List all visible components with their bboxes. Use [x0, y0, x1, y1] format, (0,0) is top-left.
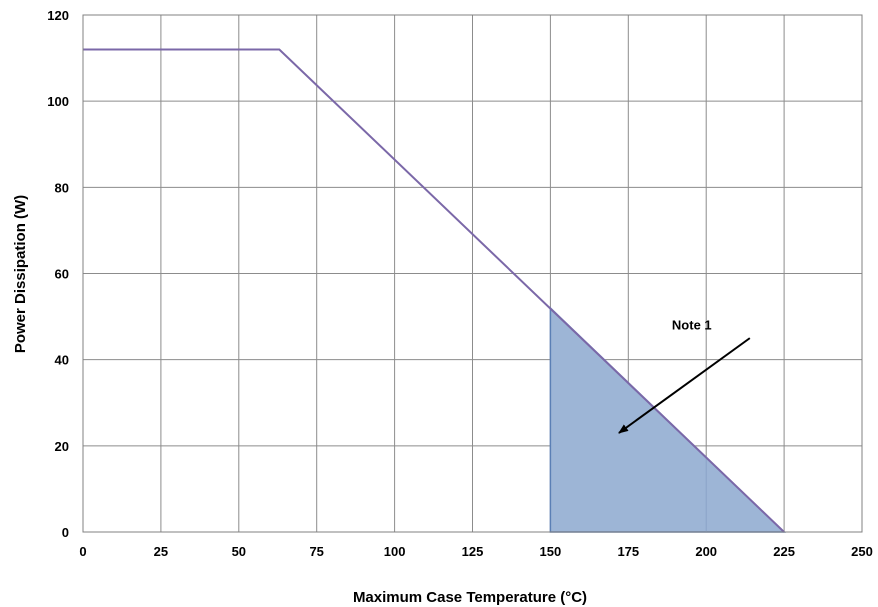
- x-tick-label: 200: [695, 544, 717, 559]
- x-tick-label: 175: [617, 544, 639, 559]
- y-tick-label: 20: [55, 439, 69, 454]
- x-tick-label: 150: [540, 544, 562, 559]
- note-arrow: [618, 337, 751, 434]
- x-tick-labels: 0 25 50 75 100 125 150 175 200 225 250: [79, 544, 872, 559]
- x-tick-label: 225: [773, 544, 795, 559]
- note-label: Note 1: [672, 318, 712, 333]
- x-tick-label: 50: [232, 544, 246, 559]
- x-tick-label: 250: [851, 544, 873, 559]
- series-line: [83, 48, 785, 533]
- y-tick-label: 120: [47, 8, 69, 23]
- y-tick-label: 60: [55, 267, 69, 282]
- y-tick-labels: 0 20 40 60 80 100 120: [47, 8, 69, 540]
- x-axis-title: Maximum Case Temperature (°C): [353, 589, 587, 606]
- series-layer: [83, 48, 785, 533]
- x-tick-label: 125: [462, 544, 484, 559]
- y-tick-label: 100: [47, 94, 69, 109]
- y-axis-title: Power Dissipation (W): [12, 195, 29, 353]
- y-tick-label: 80: [55, 180, 69, 195]
- x-tick-label: 100: [384, 544, 406, 559]
- x-tick-label: 75: [309, 544, 323, 559]
- annotation-layer: Note 1: [618, 318, 751, 434]
- plot-frame: [82, 14, 863, 533]
- y-tick-label: 0: [62, 525, 69, 540]
- x-tick-label: 25: [154, 544, 168, 559]
- y-tick-label: 40: [55, 353, 69, 368]
- grid: [82, 14, 863, 533]
- x-tick-label: 0: [79, 544, 86, 559]
